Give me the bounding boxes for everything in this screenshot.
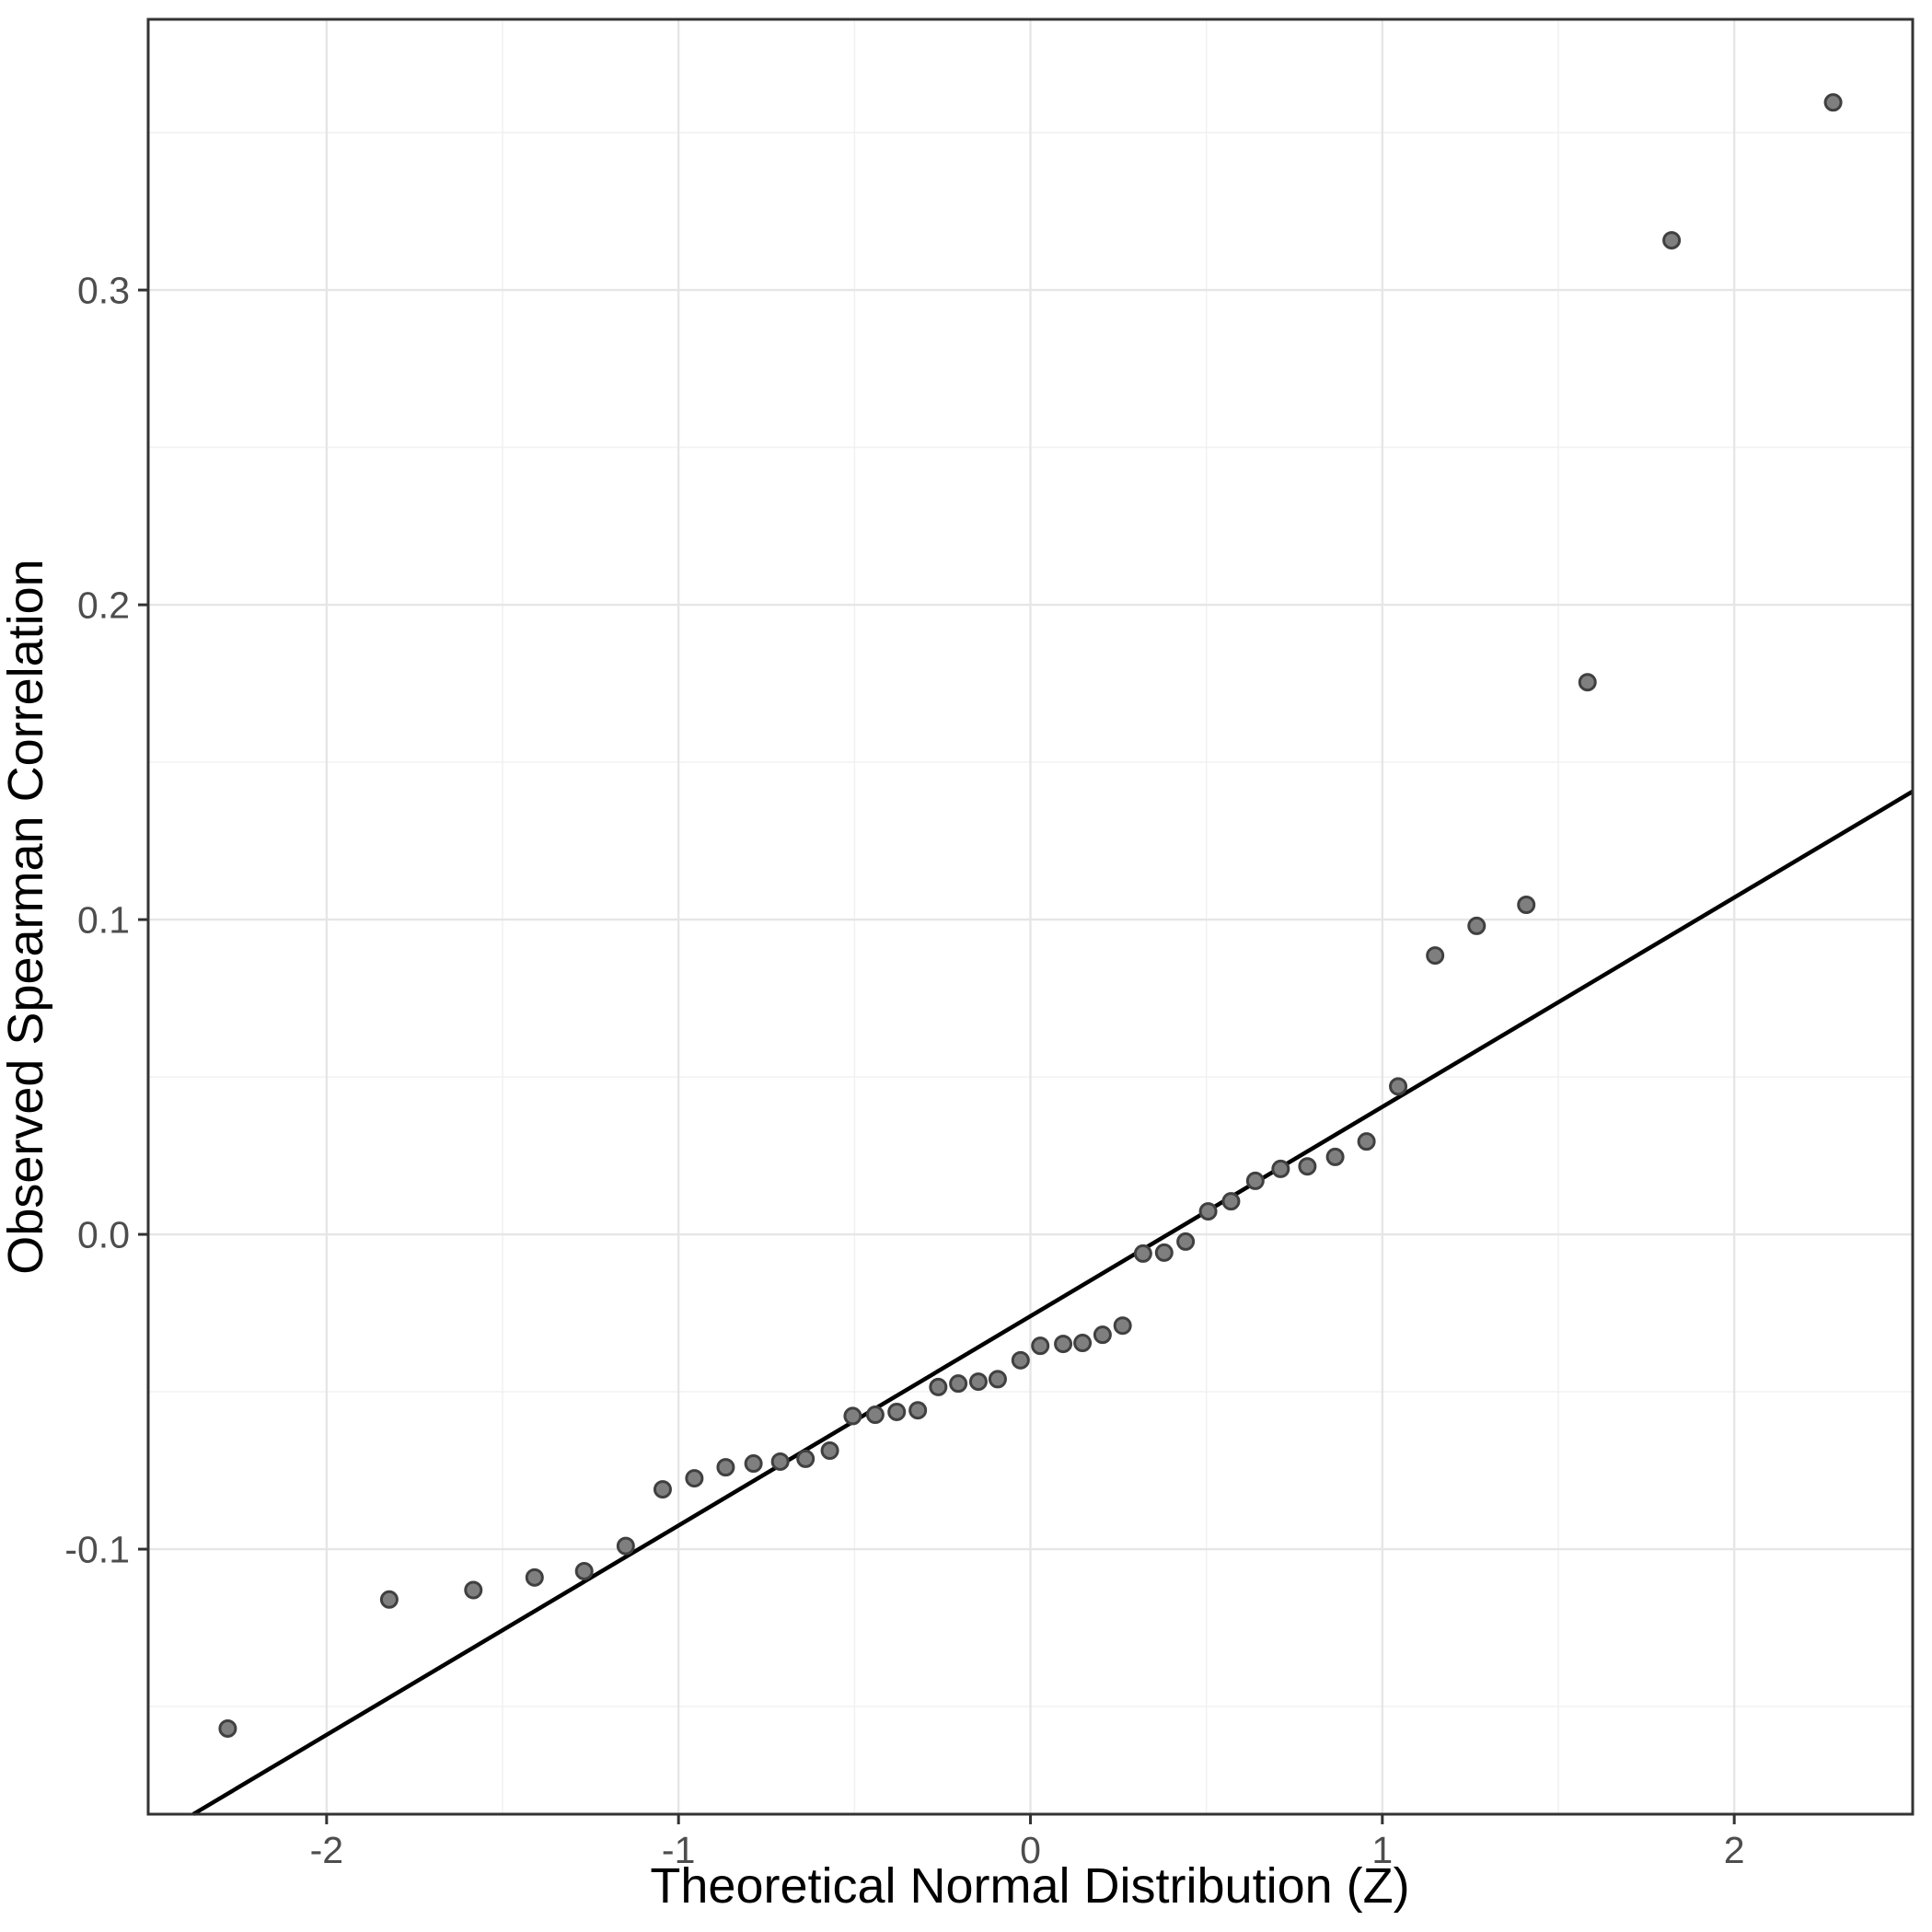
data-point: [1426, 946, 1445, 966]
y-tick-label: 0.0: [77, 1214, 130, 1256]
data-point: [1154, 1243, 1174, 1262]
data-point: [716, 1458, 735, 1477]
data-point: [865, 1406, 885, 1425]
axis-ticks: [138, 288, 1736, 1824]
reference-line-layer: [191, 789, 1915, 1816]
y-tick-label: -0.1: [64, 1529, 130, 1571]
data-point: [1093, 1325, 1112, 1345]
data-point: [796, 1449, 816, 1468]
y-tick-label: 0.2: [77, 584, 130, 627]
data-point: [1245, 1171, 1265, 1190]
x-tick-label: -1: [662, 1829, 695, 1871]
data-point: [218, 1718, 237, 1738]
data-point: [744, 1454, 763, 1474]
data-point: [968, 1372, 988, 1392]
data-point: [1467, 916, 1487, 935]
data-point: [616, 1536, 635, 1556]
data-point: [1578, 673, 1597, 692]
data-point: [1271, 1159, 1290, 1178]
axis-tick-labels: -2 -1 0 1 2 -0.1 0.0 0.1 0.2 0.3: [64, 270, 1744, 1871]
x-tick-label: 0: [1020, 1829, 1041, 1871]
data-point: [770, 1452, 790, 1471]
data-point: [653, 1480, 672, 1499]
data-point: [379, 1590, 399, 1609]
data-point: [1133, 1244, 1152, 1263]
data-point: [820, 1441, 839, 1461]
data-point: [988, 1370, 1007, 1389]
x-axis-title: Theoretical Normal Distribution (Z): [650, 1858, 1409, 1914]
data-point: [1073, 1334, 1093, 1353]
x-tick-label: 1: [1371, 1829, 1393, 1871]
data-point: [1221, 1192, 1241, 1211]
major-gridlines: [148, 19, 1913, 1814]
data-points-layer: [218, 93, 1843, 1738]
data-point: [1198, 1202, 1218, 1221]
data-point: [1031, 1336, 1050, 1356]
data-point: [1298, 1157, 1317, 1176]
data-point: [1113, 1316, 1132, 1336]
data-point: [1176, 1232, 1196, 1251]
data-point: [464, 1580, 483, 1600]
data-point: [574, 1561, 594, 1580]
data-point: [1357, 1132, 1376, 1151]
y-tick-label: 0.1: [77, 899, 130, 942]
y-axis-title: Observed Spearman Correlation: [0, 559, 53, 1274]
data-point: [1389, 1077, 1408, 1096]
data-point: [1823, 93, 1843, 112]
data-point: [908, 1401, 928, 1420]
y-tick-label: 0.3: [77, 270, 130, 312]
x-tick-label: 2: [1724, 1829, 1745, 1871]
data-point: [843, 1406, 862, 1426]
data-point: [1662, 231, 1682, 250]
data-point: [1517, 896, 1536, 915]
data-point: [1011, 1350, 1030, 1370]
qq-reference-line: [191, 789, 1915, 1816]
data-point: [1054, 1335, 1073, 1354]
data-point: [685, 1469, 704, 1488]
x-tick-label: -2: [310, 1829, 343, 1871]
data-point: [887, 1402, 907, 1421]
data-point: [525, 1568, 544, 1587]
data-point: [1325, 1147, 1345, 1166]
data-point: [949, 1374, 968, 1394]
data-point: [929, 1377, 948, 1396]
